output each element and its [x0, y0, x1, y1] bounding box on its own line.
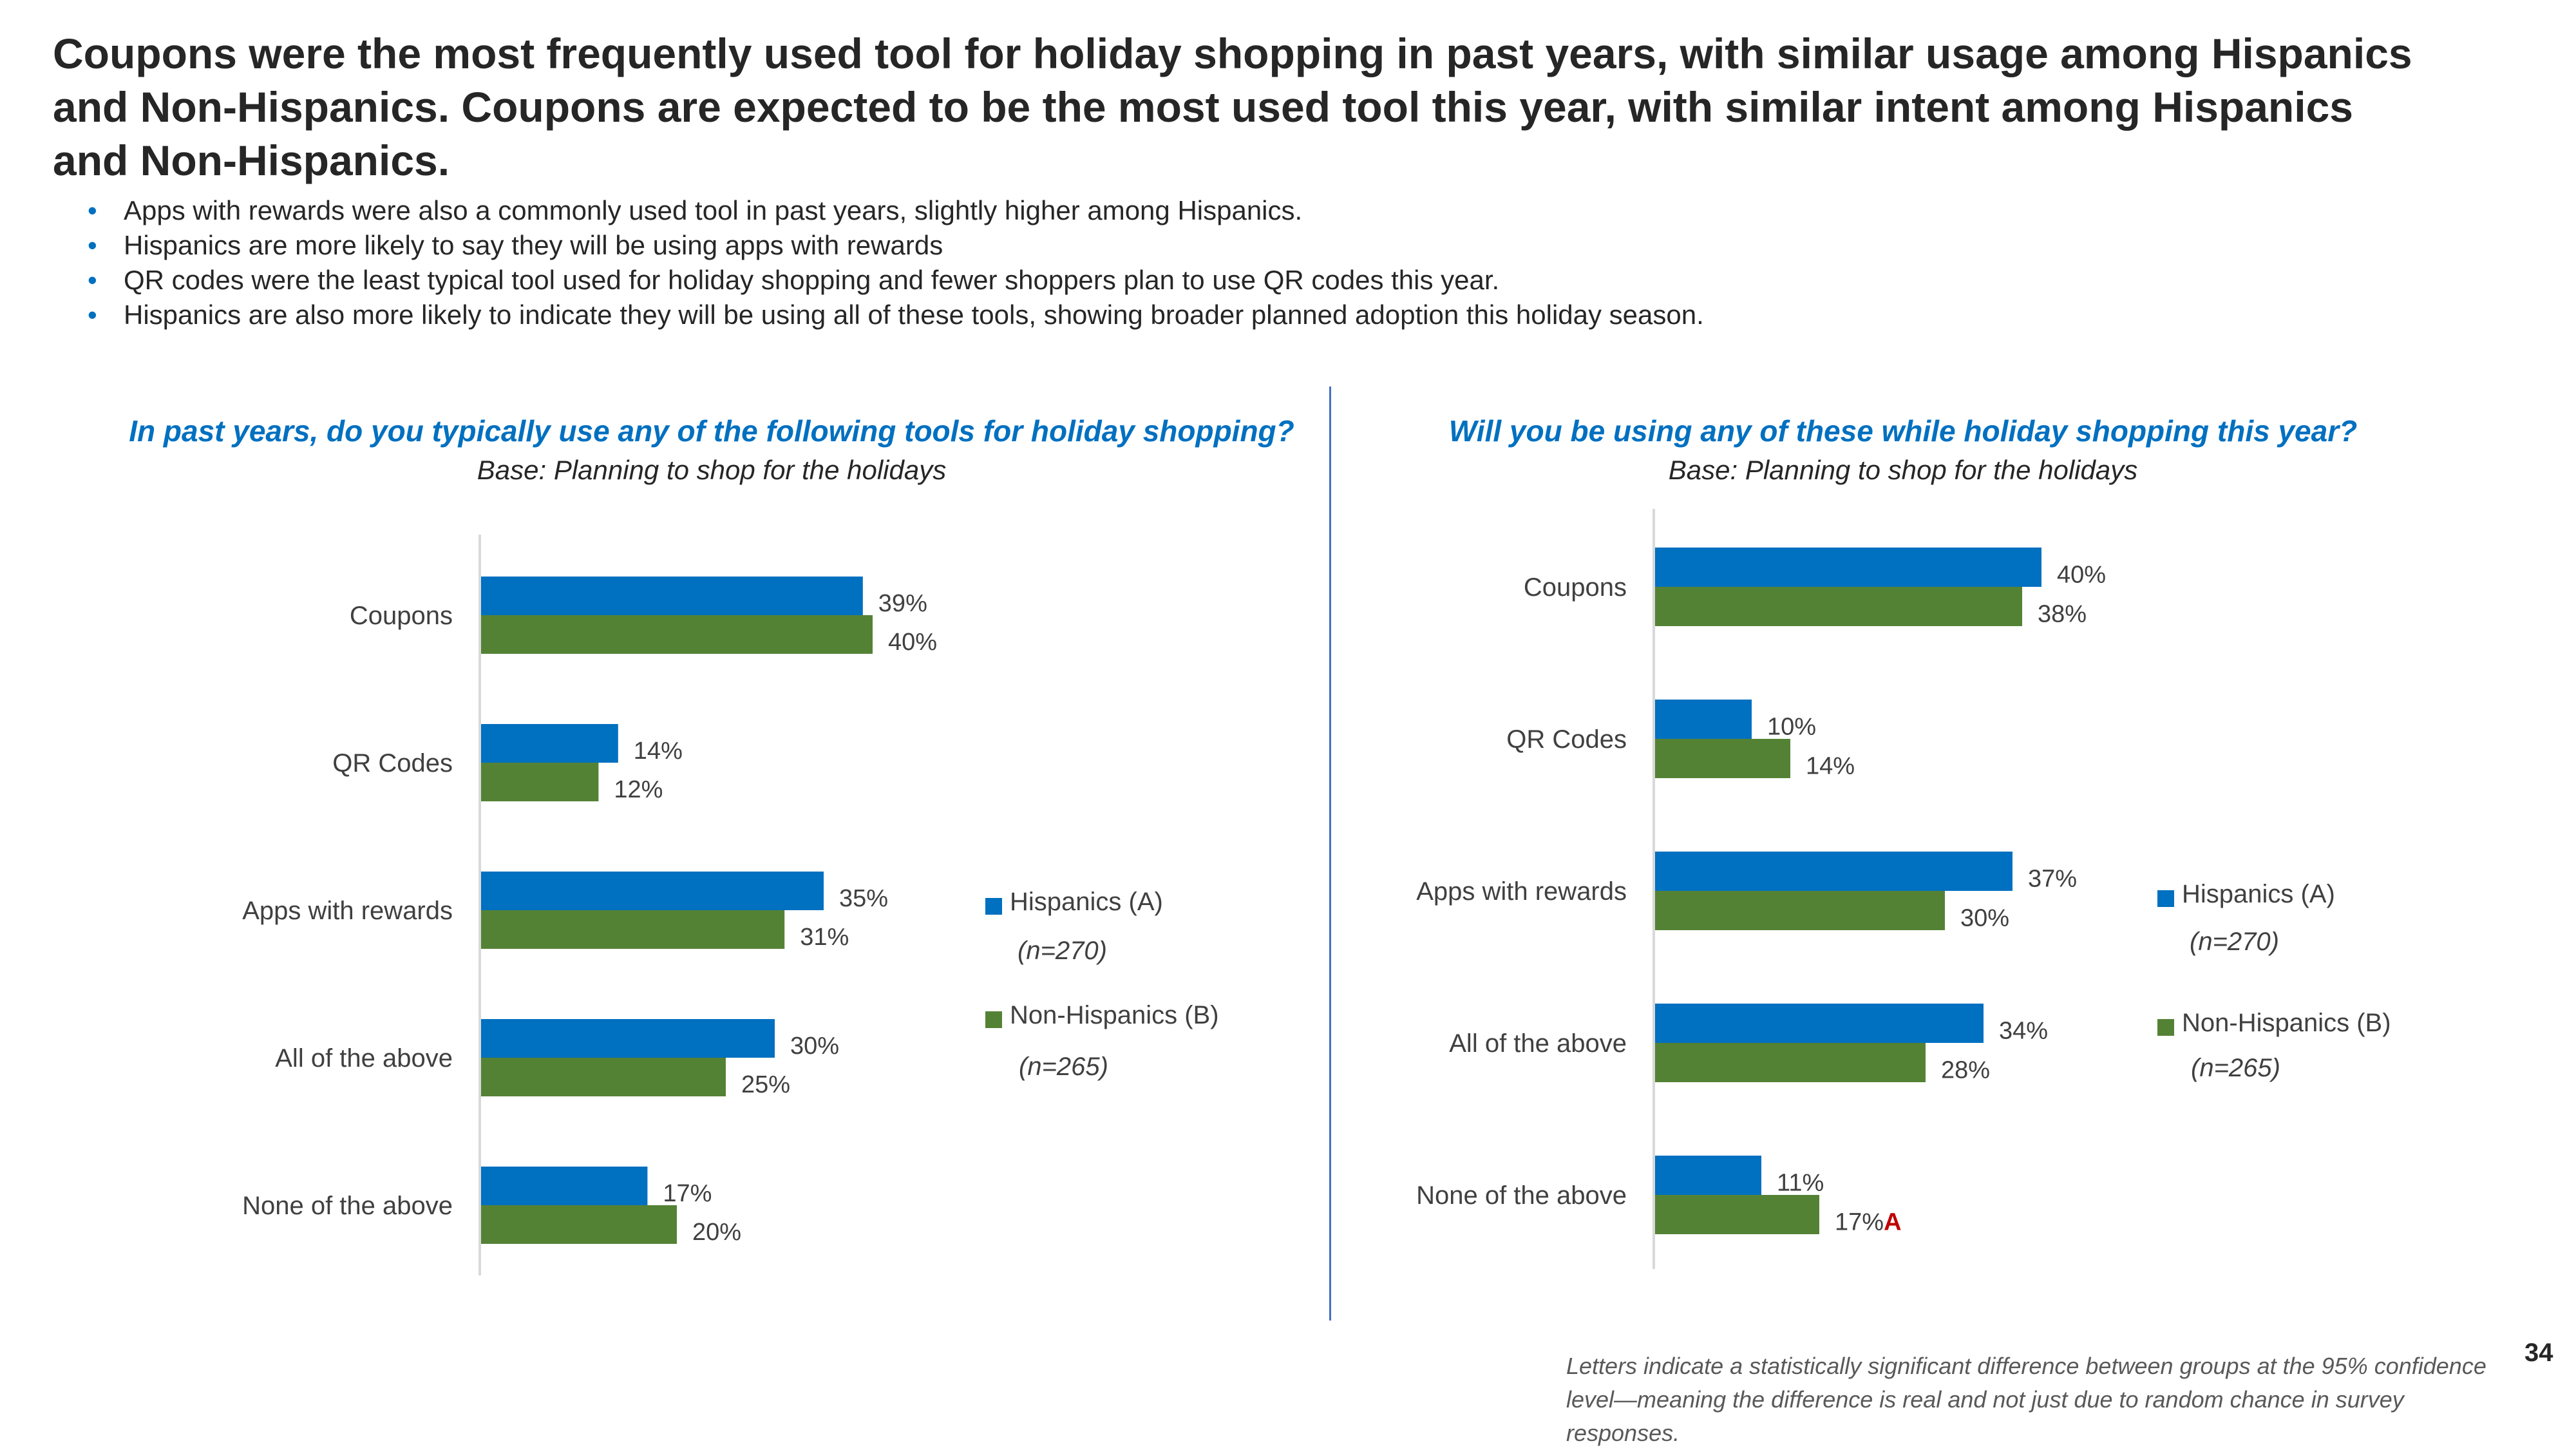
legend-swatch-hispanics	[2157, 890, 2174, 907]
data-label: 14%	[1806, 753, 1855, 780]
category-label: Apps with rewards	[242, 897, 453, 925]
data-label: 20%	[692, 1219, 741, 1246]
bar-non-hispanics	[481, 1058, 726, 1096]
bullet-item: • Hispanics are also more likely to indic…	[84, 298, 1704, 332]
data-label: 40%	[2057, 562, 2106, 589]
bullet-text: Hispanics are more likely to say they wi…	[124, 230, 943, 260]
bullet-text: Hispanics are also more likely to indica…	[124, 300, 1704, 330]
chart-title-past-years: In past years, do you typically use any …	[129, 414, 1294, 448]
data-label: 38%	[2038, 601, 2087, 628]
bar-hispanics	[481, 872, 824, 910]
chart-subtitle-this-year: Base: Planning to shop for the holidays	[1668, 455, 2138, 485]
bar-non-hispanics	[1655, 1195, 1819, 1234]
bar-hispanics	[1655, 700, 1752, 739]
bullet-text: Apps with rewards were also a commonly u…	[124, 195, 1303, 225]
bar-hispanics	[481, 1019, 775, 1058]
chart-divider	[1329, 386, 1331, 1321]
legend-label-hispanics: Hispanics (A)	[1010, 888, 1163, 916]
legend-n-hispanics: (n=270)	[2190, 928, 2279, 956]
bar-hispanics	[1655, 852, 2012, 891]
data-label: 37%	[2028, 866, 2077, 893]
bar-non-hispanics	[1655, 1043, 1926, 1082]
legend-label-non-hispanics: Non-Hispanics (B)	[1010, 1001, 1219, 1029]
bar-hispanics	[481, 577, 863, 615]
data-label: 17%A	[1835, 1209, 1902, 1236]
chart-title-this-year: Will you be using any of these while hol…	[1448, 414, 2358, 448]
bullet-text: QR codes were the least typical tool use…	[124, 265, 1500, 295]
data-label: 35%	[839, 885, 888, 912]
legend-n-non-hispanics: (n=265)	[2191, 1054, 2280, 1082]
data-label: 40%	[888, 629, 937, 656]
bar-non-hispanics	[481, 615, 873, 654]
key-findings-list: • Apps with rewards were also a commonly …	[84, 193, 1704, 332]
category-label: All of the above	[275, 1044, 453, 1073]
legend-n-non-hispanics: (n=265)	[1019, 1053, 1108, 1081]
bar-chart-past-years: Coupons 39% 40% QR Codes 14% 12% Apps with rew…	[242, 535, 937, 1275]
legend-n-hispanics: (n=270)	[1018, 937, 1107, 965]
bullet-item: • Apps with rewards were also a commonly …	[84, 193, 1704, 228]
page-number: 34	[2524, 1339, 2553, 1367]
data-label: 28%	[1941, 1057, 1990, 1084]
data-label: 14%	[634, 738, 683, 765]
category-label: QR Codes	[332, 749, 453, 777]
data-label: 31%	[800, 924, 849, 951]
data-label: 25%	[741, 1071, 790, 1098]
category-label: QR Codes	[1506, 725, 1627, 754]
bar-hispanics	[481, 724, 618, 763]
significance-letter: A	[1884, 1209, 1901, 1236]
bar-hispanics	[1655, 548, 2041, 587]
data-label: 30%	[790, 1033, 839, 1060]
bar-non-hispanics	[481, 910, 785, 949]
legend-label-non-hispanics: Non-Hispanics (B)	[2182, 1009, 2391, 1037]
bar-hispanics	[481, 1167, 648, 1205]
significance-footnote: Letters indicate a statistically signifi…	[1566, 1353, 2486, 1446]
category-label: Coupons	[350, 602, 453, 630]
bullet-icon: •	[88, 300, 97, 330]
legend-label-hispanics: Hispanics (A)	[2182, 880, 2335, 908]
data-label: 11%	[1777, 1170, 1824, 1197]
bar-hispanics	[1655, 1004, 1984, 1043]
bar-hispanics	[1655, 1156, 1761, 1195]
bar-non-hispanics	[1655, 587, 2022, 626]
category-label: Coupons	[1524, 573, 1627, 602]
bullet-icon: •	[88, 230, 97, 260]
bar-chart-this-year: Coupons 40% 38% QR Codes 10% 14% Apps with rew…	[1416, 509, 2106, 1269]
bar-non-hispanics	[481, 1205, 677, 1244]
data-label: 17%	[663, 1180, 712, 1207]
bar-non-hispanics	[481, 763, 599, 801]
bullet-item: • QR codes were the least typical tool us…	[84, 263, 1704, 298]
bar-non-hispanics	[1655, 891, 1945, 930]
legend-swatch-non-hispanics	[2157, 1019, 2174, 1036]
bar-non-hispanics	[1655, 739, 1790, 778]
chart-subtitle-past-years: Base: Planning to shop for the holidays	[477, 455, 947, 485]
data-label: 12%	[614, 776, 663, 803]
legend-swatch-hispanics	[985, 898, 1002, 915]
legend-swatch-non-hispanics	[985, 1011, 1002, 1028]
bullet-icon: •	[88, 195, 97, 225]
bullet-item: • Hispanics are more likely to say they w…	[84, 228, 1704, 263]
slide-headline: Coupons were the most frequently used to…	[53, 30, 2412, 184]
category-label: All of the above	[1449, 1029, 1627, 1058]
data-label: 34%	[1999, 1018, 2048, 1045]
category-label: None of the above	[1416, 1181, 1627, 1210]
data-label: 30%	[1960, 905, 2009, 932]
category-label: None of the above	[242, 1192, 453, 1220]
category-label: Apps with rewards	[1416, 877, 1627, 906]
data-label: 10%	[1767, 714, 1816, 741]
bullet-icon: •	[88, 265, 97, 295]
data-label: 39%	[878, 590, 927, 617]
